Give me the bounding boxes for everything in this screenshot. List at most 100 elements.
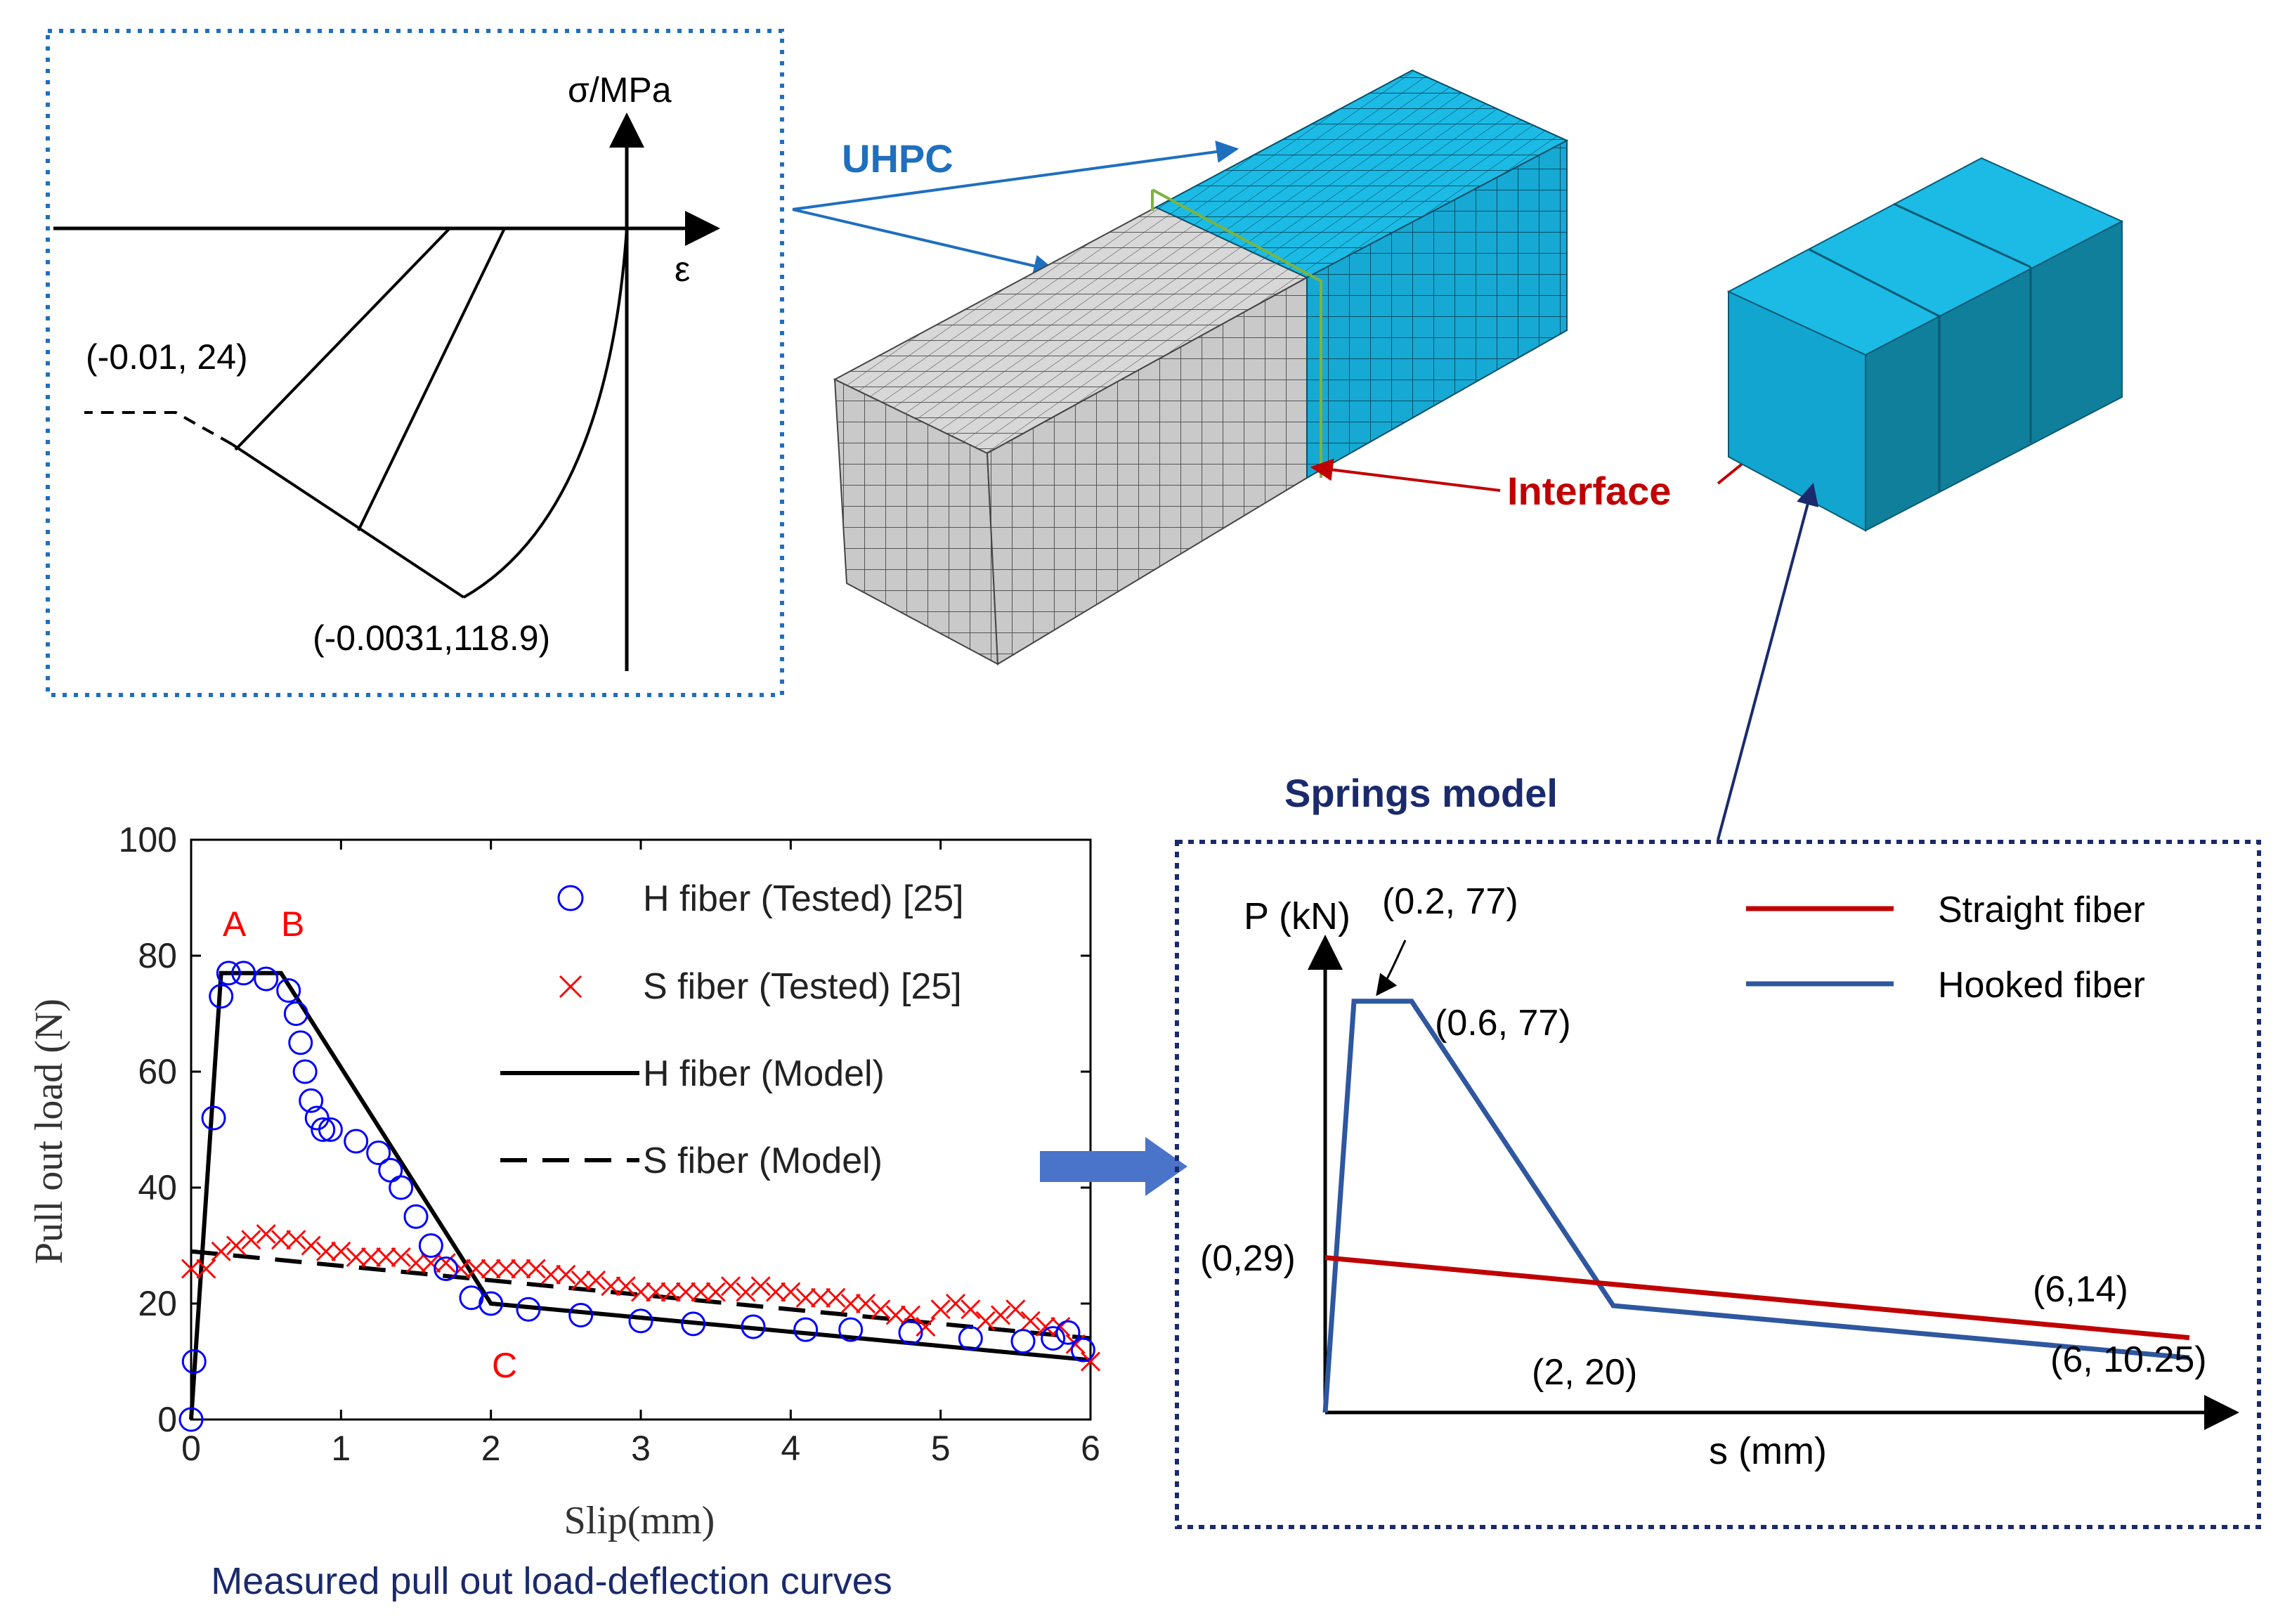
s-tested-point bbox=[945, 1293, 966, 1314]
legend-s-model: S fiber (Model) bbox=[643, 1141, 883, 1181]
h-tested-point bbox=[254, 966, 279, 992]
s-tested-point bbox=[885, 1305, 906, 1325]
springs-model-label: Springs model bbox=[1284, 771, 1558, 815]
springs-block-seam-2 bbox=[1893, 202, 2031, 268]
h-fiber-model-line bbox=[189, 970, 1091, 1420]
x-tick-label: 2 bbox=[481, 1429, 501, 1468]
springs-link-arrow bbox=[1717, 482, 1819, 840]
y-tick-label: 60 bbox=[138, 1052, 177, 1091]
h-tested-point bbox=[1010, 1329, 1036, 1354]
s-tested-point bbox=[1005, 1299, 1026, 1320]
h-tested-point bbox=[838, 1317, 864, 1342]
s-tested-point bbox=[765, 1282, 786, 1302]
x-tick-label: 4 bbox=[781, 1429, 800, 1468]
s-tested-point bbox=[481, 1259, 501, 1279]
pullout-legend: H fiber (Tested) [25] S fiber (Tested) [… bbox=[500, 878, 964, 1181]
uhpc-arrow-left bbox=[792, 208, 1057, 278]
h-tested-point bbox=[178, 1407, 204, 1432]
s-tested-point bbox=[795, 1287, 816, 1308]
interface-label: Interface bbox=[1507, 469, 1671, 513]
s-tested-point bbox=[1035, 1316, 1056, 1337]
s-tested-point bbox=[226, 1235, 247, 1256]
h-tested-point bbox=[292, 1059, 318, 1084]
h-tested-point bbox=[479, 1291, 504, 1316]
springs-chart: P (kN) s (mm) (0.2, 77) (0.6, 77) (0,29)… bbox=[1175, 840, 2261, 1529]
s-tested-point bbox=[871, 1299, 891, 1320]
s-tested-point bbox=[616, 1276, 636, 1297]
h-tested-point bbox=[389, 1175, 414, 1200]
h-tested-point bbox=[516, 1297, 541, 1322]
interface-outline bbox=[1151, 188, 1322, 478]
strain-axis-label: ε bbox=[675, 249, 690, 289]
uhpc-label: UHPC bbox=[842, 136, 953, 181]
s-tested-point bbox=[511, 1259, 531, 1279]
h-tested-point bbox=[181, 1349, 207, 1374]
h-tested-point bbox=[741, 1314, 766, 1339]
mesh-panel: UHPC Interface Springs model bbox=[792, 69, 2124, 840]
x-tick-label: 6 bbox=[1081, 1429, 1100, 1468]
legend-straight: Straight fiber bbox=[1938, 890, 2145, 930]
point-c-label: C bbox=[492, 1346, 517, 1385]
y-tick-label: 80 bbox=[138, 936, 177, 975]
h-tested-point bbox=[628, 1308, 653, 1334]
s-tested-point bbox=[630, 1282, 651, 1302]
unload-line-1 bbox=[234, 227, 451, 451]
springs-block-side bbox=[1865, 220, 2123, 532]
s-tested-point bbox=[181, 1259, 202, 1279]
h-tested-point bbox=[288, 1030, 313, 1055]
point-b-label: B bbox=[281, 904, 304, 944]
compression-curve bbox=[463, 228, 628, 599]
s-tested-point bbox=[585, 1270, 606, 1291]
s-fiber-model-line bbox=[190, 1249, 1091, 1341]
straight-fiber-line bbox=[1324, 1255, 2190, 1341]
s-tested-point bbox=[376, 1247, 396, 1268]
unload-line-2 bbox=[357, 228, 506, 531]
x-tick-label: 3 bbox=[631, 1429, 651, 1468]
pullout-x-label: Slip(mm) bbox=[564, 1499, 715, 1542]
legend-hooked: Hooked fiber bbox=[1938, 965, 2145, 1006]
s-tested-point bbox=[571, 1270, 591, 1291]
s-tested-point bbox=[211, 1241, 231, 1261]
ann-peak-end: (0.6, 77) bbox=[1435, 1003, 1571, 1044]
s-tested-point bbox=[810, 1287, 831, 1308]
stress-strain-frame bbox=[46, 29, 784, 697]
x-tick-label: 0 bbox=[181, 1429, 201, 1468]
peak-point-label: (-0.0031,118.9) bbox=[313, 618, 550, 658]
tension-point-label: (-0.01, 24) bbox=[86, 337, 248, 377]
s-tested-point bbox=[196, 1259, 216, 1279]
transition-arrow bbox=[1040, 1137, 1187, 1196]
s-tested-point bbox=[331, 1241, 351, 1261]
s-tested-point bbox=[781, 1282, 801, 1302]
s-tested-point bbox=[660, 1282, 681, 1302]
h-tested-point bbox=[434, 1256, 459, 1281]
s-tested-point bbox=[705, 1282, 726, 1302]
s-tested-point bbox=[720, 1276, 741, 1297]
y-tick-label: 40 bbox=[138, 1168, 177, 1207]
springs-x-label: s (mm) bbox=[1709, 1430, 1827, 1472]
pullout-series bbox=[178, 961, 1101, 1432]
point-a-label: A bbox=[223, 904, 247, 944]
h-tested-point bbox=[209, 984, 234, 1009]
h-tested-point bbox=[418, 1233, 443, 1258]
h-tested-point bbox=[898, 1320, 923, 1345]
s-tested-point bbox=[360, 1247, 382, 1268]
h-tested-point bbox=[231, 961, 256, 986]
s-tested-point bbox=[675, 1282, 696, 1302]
s-tested-point bbox=[466, 1259, 486, 1279]
s-tested-point bbox=[750, 1276, 771, 1297]
ann-hooked-knee: (2, 20) bbox=[1532, 1352, 1637, 1393]
stress-strain-panel: σ/MPa ε (-0.01, 24) (-0.0031,118.9) bbox=[46, 29, 784, 697]
pullout-y-label: Pull out load (N) bbox=[27, 999, 71, 1264]
h-tested-point bbox=[958, 1326, 983, 1351]
s-tested-point bbox=[526, 1259, 546, 1279]
h-tested-point bbox=[403, 1204, 429, 1229]
h-tested-point bbox=[318, 1117, 343, 1142]
legend-h-model: H fiber (Model) bbox=[643, 1053, 885, 1094]
springs-legend: Straight fiber Hooked fiber bbox=[1746, 890, 2145, 1006]
h-tested-point bbox=[311, 1117, 336, 1142]
h-tested-point bbox=[568, 1303, 594, 1327]
h-tested-point bbox=[1070, 1337, 1095, 1363]
softening-branch bbox=[230, 443, 465, 599]
